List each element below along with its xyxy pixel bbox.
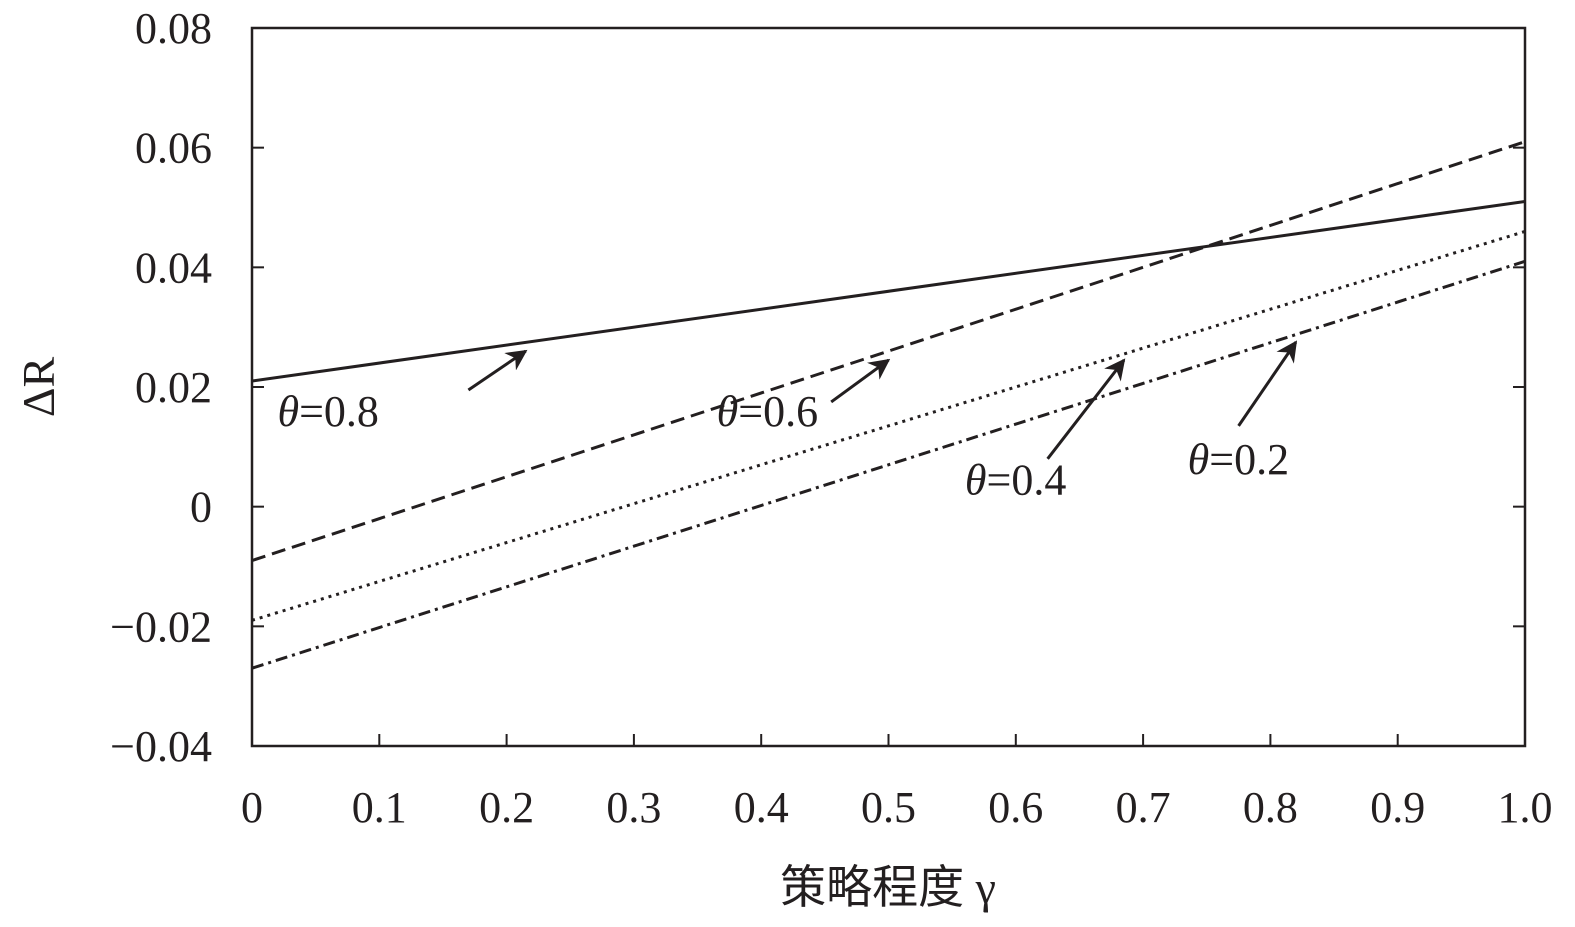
x-tick-label: 0.4 xyxy=(734,783,789,832)
x-tick-label: 0 xyxy=(241,783,263,832)
x-tick-label: 0.5 xyxy=(861,783,916,832)
series-line xyxy=(251,140,1526,562)
plot-frame xyxy=(250,26,1527,748)
series-line xyxy=(251,259,1526,670)
x-axis-title: 策略程度 γ xyxy=(780,862,996,913)
series-line xyxy=(251,229,1526,622)
x-tick-label: 0.2 xyxy=(479,783,534,832)
y-tick-label: 0.06 xyxy=(135,124,212,173)
annotation-arrow xyxy=(1237,340,1298,427)
annotation-label: θ=0.6 xyxy=(717,387,818,436)
x-tick-label: 0.3 xyxy=(606,783,661,832)
y-tick-label: 0.08 xyxy=(135,4,212,53)
annotation-arrow xyxy=(467,349,528,392)
series-lines xyxy=(251,140,1526,670)
y-tick-label: 0.04 xyxy=(135,243,212,292)
y-tick-label: 0.02 xyxy=(135,363,212,412)
annotation-label: θ=0.2 xyxy=(1188,435,1289,484)
x-tick-label: 0.1 xyxy=(352,783,407,832)
x-tick-label: 0.8 xyxy=(1243,783,1298,832)
x-tick-label: 0.7 xyxy=(1116,783,1171,832)
series-line xyxy=(251,200,1526,383)
x-tick-label: 1.0 xyxy=(1498,783,1553,832)
x-tick-label: 0.6 xyxy=(988,783,1043,832)
y-tick-label: 0 xyxy=(190,483,212,532)
y-tick-label: −0.04 xyxy=(110,722,212,771)
y-axis-title: ΔR xyxy=(13,357,64,418)
annotation-arrow xyxy=(1046,358,1126,460)
x-axis: 0 0.1 0.2 0.3 0.4 0.5 0.6 0.7 0.8 0.9 1.0 xyxy=(241,734,1553,832)
y-tick-label: −0.02 xyxy=(110,602,212,651)
annotations: θ=0.8 θ=0.6 θ=0.4 θ=0.2 xyxy=(277,340,1298,505)
annotation-label: θ=0.4 xyxy=(965,456,1066,505)
annotation-arrow xyxy=(830,358,891,404)
x-tick-label: 0.9 xyxy=(1370,783,1425,832)
y-axis: −0.04 −0.02 0 0.02 0.04 0.06 0.08 xyxy=(110,4,1525,771)
annotation-label: θ=0.8 xyxy=(277,387,378,436)
